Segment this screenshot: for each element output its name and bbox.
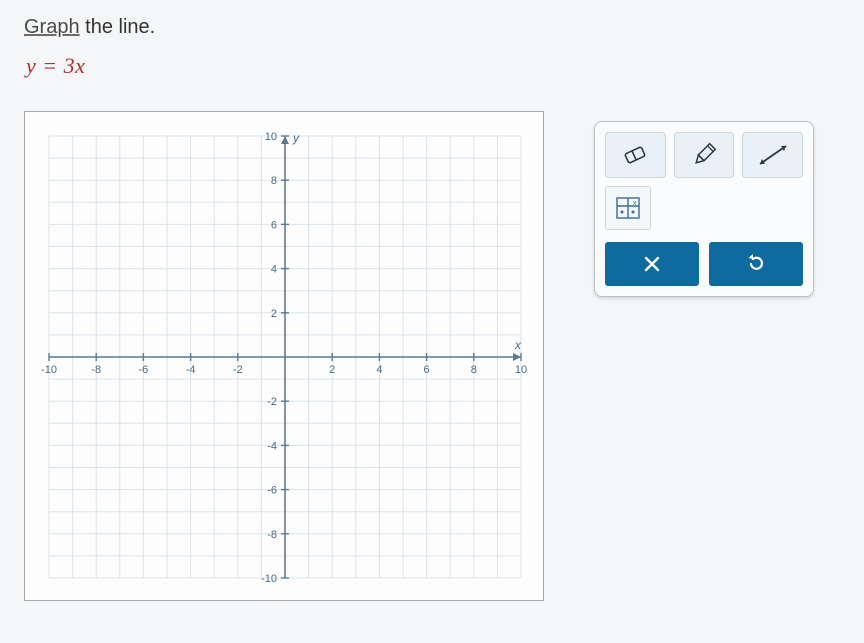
svg-text:-8: -8 [267,529,277,541]
svg-text:y: y [292,131,300,145]
svg-text:-4: -4 [267,440,277,452]
equation-text: y = 3x [26,53,840,79]
svg-text:-2: -2 [267,396,277,408]
svg-text:x: x [633,200,637,207]
pencil-button[interactable] [674,132,735,178]
line-tool-button[interactable] [742,132,803,178]
svg-text:-10: -10 [261,573,277,585]
svg-text:x: x [514,338,522,352]
eraser-icon [620,143,650,167]
pencil-icon [689,142,719,168]
instruction-text: Graph the line. [24,16,840,39]
point-table-button[interactable]: x [605,186,651,230]
instruction-underline: Graph [24,16,80,38]
svg-text:2: 2 [271,308,277,320]
tool-panel: x [594,121,814,297]
svg-text:4: 4 [376,364,382,376]
undo-button[interactable] [709,242,803,286]
instruction-rest: the line. [80,16,156,38]
svg-text:-4: -4 [186,364,196,376]
svg-text:10: 10 [515,364,527,376]
workspace-row: -10 -8 -6 -4 -2 2 4 6 8 10 -10 -8 -6 -4 -2 2 4 6 8 10 x y [24,111,840,601]
close-icon [643,255,661,273]
action-row [605,242,803,286]
point-table-icon: x [614,195,642,221]
eraser-button[interactable] [605,132,666,178]
svg-text:6: 6 [424,364,430,376]
svg-text:-6: -6 [139,364,149,376]
svg-text:4: 4 [271,264,277,276]
svg-text:10: 10 [265,131,277,143]
undo-icon [746,254,766,274]
graph-panel[interactable]: -10 -8 -6 -4 -2 2 4 6 8 10 -10 -8 -6 -4 -2 2 4 6 8 10 x y [24,111,544,601]
svg-text:6: 6 [271,219,277,231]
svg-text:-8: -8 [91,364,101,376]
line-tool-icon [756,142,790,168]
svg-text:-10: -10 [41,364,57,376]
svg-text:-2: -2 [233,364,243,376]
tool-row-1 [605,132,803,178]
svg-text:2: 2 [329,364,335,376]
clear-button[interactable] [605,242,699,286]
svg-text:8: 8 [271,175,277,187]
cartesian-grid[interactable]: -10 -8 -6 -4 -2 2 4 6 8 10 -10 -8 -6 -4 -2 2 4 6 8 10 x y [35,122,535,592]
svg-text:8: 8 [471,364,477,376]
svg-text:-6: -6 [267,485,277,497]
